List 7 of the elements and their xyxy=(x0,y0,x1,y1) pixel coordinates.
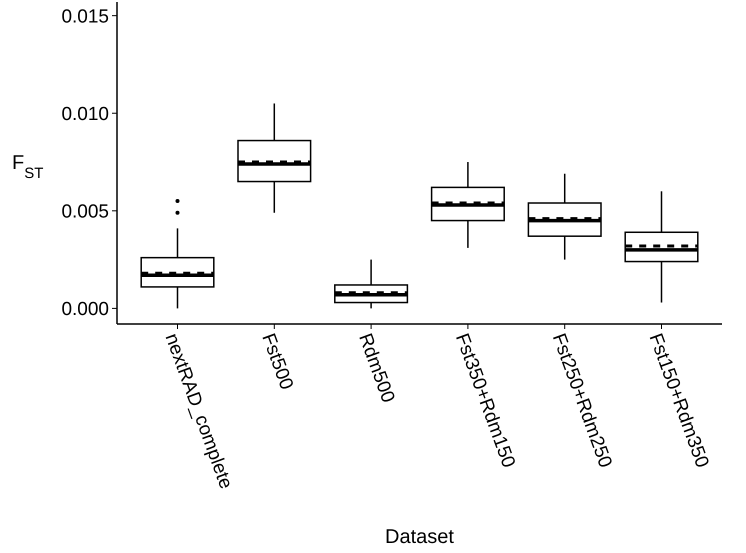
y-tick-label: 0.005 xyxy=(61,201,109,222)
y-tick-label: 0.015 xyxy=(61,6,109,28)
y-tick-label: 0.000 xyxy=(61,299,109,320)
x-tick-label: Fst500 xyxy=(257,330,297,393)
y-axis-title: F$_{ST}$ xyxy=(12,152,44,182)
y-tick-label: 0.010 xyxy=(61,104,109,125)
x-axis-title: Dataset xyxy=(385,526,454,548)
